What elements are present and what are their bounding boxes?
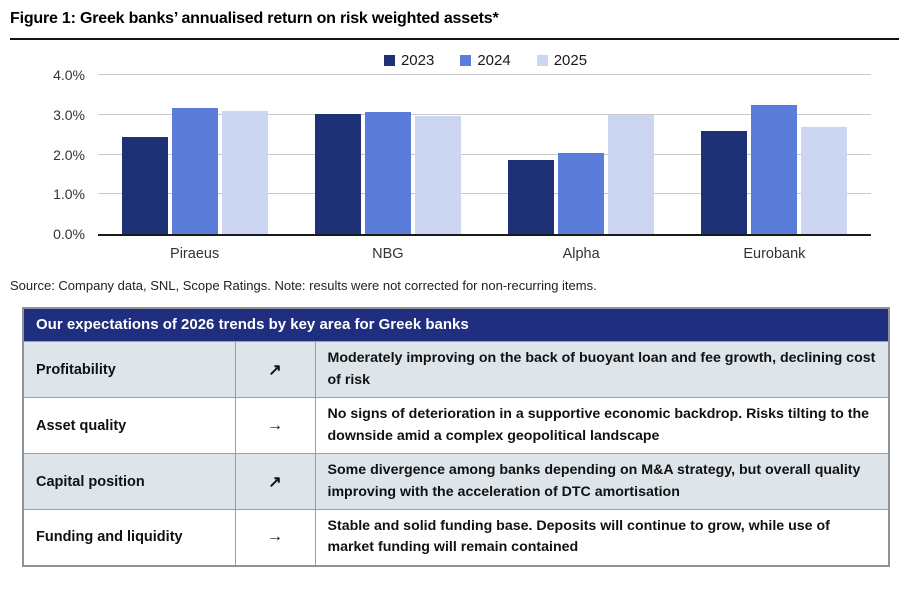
arrow-right-icon: → [267, 528, 283, 546]
title-divider [10, 38, 899, 40]
report-page: Figure 1: Greek banks’ annualised return… [10, 10, 899, 567]
y-axis-tick: 2.0% [53, 146, 85, 163]
bar-piraeus-2024 [171, 107, 218, 234]
bar-nbg-2025 [414, 115, 461, 234]
trend-cell: → [234, 397, 316, 454]
expectations-table: Our expectations of 2026 trends by key a… [22, 307, 890, 567]
arrow-up-right-icon: ↗ [268, 361, 282, 379]
bar-piraeus-2025 [221, 110, 268, 234]
legend-swatch-2025 [536, 55, 548, 66]
bar-nbg-2024 [364, 111, 411, 234]
table-body: Profitability ↗ Moderately improving on th… [22, 341, 890, 566]
category-label: Piraeus [170, 246, 220, 262]
bar-alpha-2023 [508, 160, 555, 234]
bar-piraeus-2023 [121, 136, 168, 234]
category-label: Eurobank [743, 246, 806, 262]
legend-swatch-2024 [460, 55, 472, 66]
legend-swatch-2023 [383, 55, 395, 66]
gridline [98, 74, 871, 75]
chart-plot-area: 0.0% 1.0% 2.0% 3.0% 4.0% Piraeus NBG Alpha Eurob… [53, 67, 871, 262]
key-area-cell: Asset quality [22, 397, 236, 454]
legend-label: 2024 [477, 52, 511, 69]
table-header-row: Our expectations of 2026 trends by key a… [23, 308, 889, 342]
y-axis-tick: 1.0% [53, 186, 85, 203]
y-axis-tick: 3.0% [53, 106, 85, 123]
gridline [98, 113, 871, 115]
bar-nbg-2023 [314, 113, 361, 234]
table-row: Profitability ↗ Moderately improving on th… [22, 341, 890, 398]
figure-title: Figure 1: Greek banks’ annualised return… [10, 10, 499, 27]
table-header: Our expectations of 2026 trends by key a… [23, 308, 889, 342]
bar-group-eurobank: Eurobank [701, 75, 848, 262]
bar-chart: 2023 2024 2025 0.0% 1.0% 2.0% 3.0% 4.0% Piraeus… [40, 52, 871, 276]
chart-legend: 2023 2024 2025 [40, 52, 871, 75]
key-area-cell: Capital position [22, 453, 236, 510]
trend-cell: → [234, 509, 316, 566]
key-area-cell: Funding and liquidity [22, 509, 236, 566]
bar-eurobank-2023 [701, 131, 748, 234]
y-axis-tick: 4.0% [53, 67, 85, 83]
category-label: NBG [372, 246, 404, 262]
table-row: Capital position ↗ Some divergence among b… [22, 453, 890, 510]
source-note: Source: Company data, SNL, Scope Ratings… [10, 278, 597, 293]
arrow-up-right-icon: ↗ [268, 473, 282, 491]
category-label: Alpha [562, 246, 600, 262]
trend-cell: ↗ [234, 453, 316, 510]
key-area-cell: Profitability [22, 341, 236, 398]
bar-eurobank-2025 [801, 127, 848, 234]
legend-item-2023: 2023 [383, 52, 435, 69]
description-cell: Some divergence among banks depending on… [314, 453, 890, 510]
legend-item-2024: 2024 [460, 52, 511, 69]
table-row: Funding and liquidity → Stable and solid f… [22, 509, 890, 566]
bar-alpha-2024 [558, 152, 605, 234]
description-cell: No signs of deterioration in a supportiv… [314, 397, 890, 454]
legend-label: 2023 [400, 52, 435, 69]
bar-eurobank-2024 [751, 104, 798, 234]
y-axis-tick: 0.0% [53, 226, 85, 242]
legend-item-2025: 2025 [536, 52, 588, 69]
gridline [98, 193, 871, 195]
bar-group-nbg: NBG [314, 75, 461, 262]
description-cell: Stable and solid funding base. Deposits … [314, 509, 890, 566]
trend-cell: ↗ [234, 341, 316, 398]
bar-alpha-2025 [608, 114, 655, 234]
arrow-right-icon: → [267, 416, 283, 434]
bar-groups: Piraeus NBG Alpha Eurobank [98, 75, 871, 262]
bar-group-piraeus: Piraeus [121, 75, 268, 262]
gridline [98, 153, 871, 155]
description-cell: Moderately improving on the back of buoy… [314, 341, 890, 398]
bar-group-alpha: Alpha [508, 75, 655, 262]
legend-label: 2025 [553, 52, 588, 69]
table-row: Asset quality → No signs of deterioration … [22, 397, 890, 454]
